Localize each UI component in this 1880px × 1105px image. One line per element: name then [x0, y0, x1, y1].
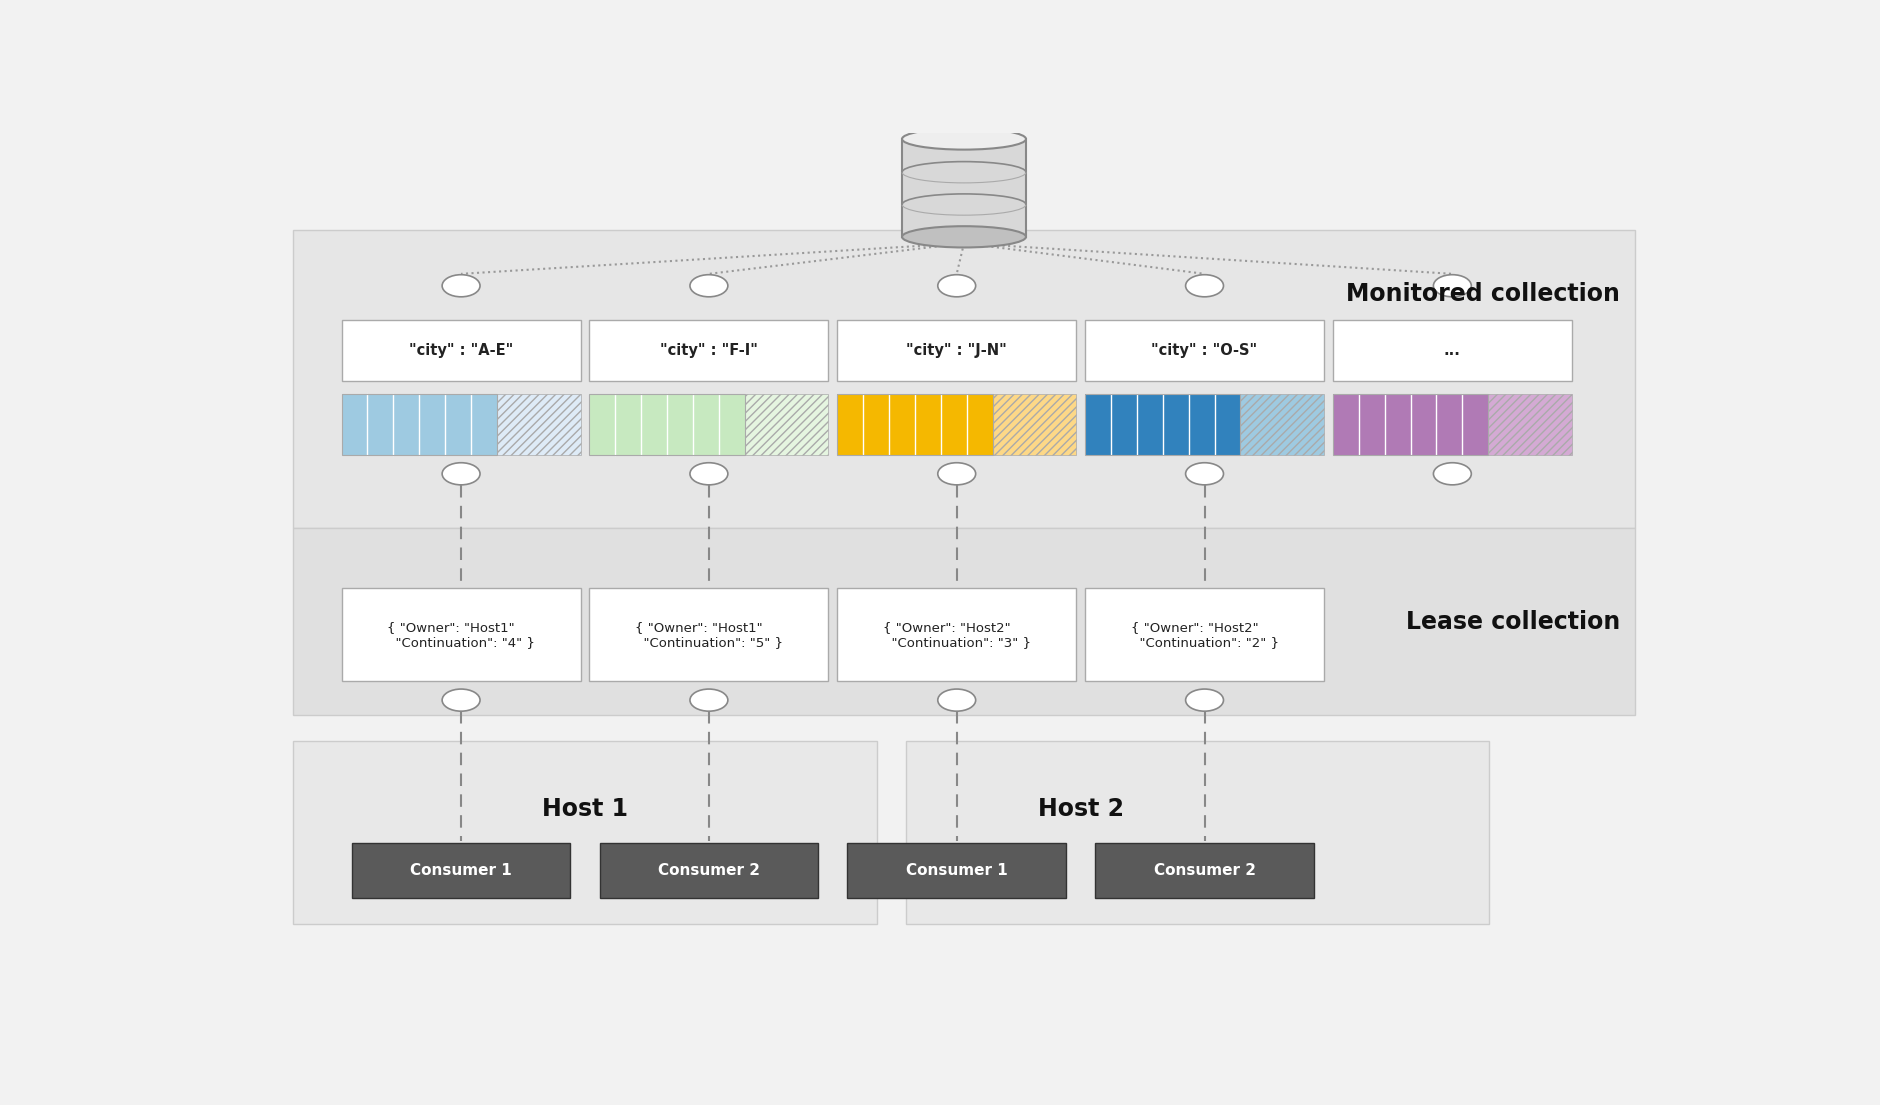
Ellipse shape — [902, 128, 1025, 149]
Circle shape — [442, 275, 479, 297]
Bar — [1487, 393, 1572, 455]
Text: "city" : "J-N": "city" : "J-N" — [906, 343, 1006, 358]
Bar — [600, 843, 818, 898]
Bar — [588, 588, 827, 682]
Text: { "Owner": "Host1"
  "Continuation": "4" }: { "Owner": "Host1" "Continuation": "4" } — [387, 621, 534, 649]
Circle shape — [1433, 275, 1470, 297]
Bar — [1085, 319, 1324, 381]
Bar — [837, 319, 1075, 381]
Bar — [342, 588, 581, 682]
Circle shape — [442, 690, 479, 712]
Text: ...: ... — [1444, 343, 1461, 358]
Bar — [837, 393, 993, 455]
Text: Consumer 1: Consumer 1 — [410, 863, 511, 878]
Circle shape — [1184, 275, 1222, 297]
Text: { "Owner": "Host2"
  "Continuation": "2" }: { "Owner": "Host2" "Continuation": "2" } — [1130, 621, 1278, 649]
Text: { "Owner": "Host1"
  "Continuation": "5" }: { "Owner": "Host1" "Continuation": "5" } — [635, 621, 782, 649]
Text: Consumer 2: Consumer 2 — [1152, 863, 1254, 878]
Circle shape — [1184, 690, 1222, 712]
Bar — [342, 393, 496, 455]
Text: Consumer 2: Consumer 2 — [658, 863, 760, 878]
Bar — [1085, 393, 1239, 455]
Bar — [846, 843, 1066, 898]
Bar — [1094, 843, 1314, 898]
Ellipse shape — [902, 227, 1025, 248]
Circle shape — [938, 690, 976, 712]
Bar — [1333, 393, 1487, 455]
Bar — [837, 393, 993, 455]
Bar — [588, 393, 744, 455]
Bar — [1333, 319, 1572, 381]
Bar — [342, 393, 496, 455]
Circle shape — [690, 275, 728, 297]
Bar — [496, 393, 581, 455]
Bar — [352, 843, 570, 898]
Circle shape — [442, 463, 479, 485]
Bar — [744, 393, 827, 455]
Text: Monitored collection: Monitored collection — [1346, 282, 1619, 306]
Text: "city" : "F-I": "city" : "F-I" — [660, 343, 758, 358]
Text: { "Owner": "Host2"
  "Continuation": "3" }: { "Owner": "Host2" "Continuation": "3" } — [882, 621, 1030, 649]
Bar — [588, 393, 744, 455]
Text: Lease collection: Lease collection — [1404, 610, 1619, 634]
Bar — [293, 231, 1634, 528]
Bar — [1239, 393, 1324, 455]
Text: Host 2: Host 2 — [1038, 797, 1122, 821]
Bar — [1333, 393, 1487, 455]
Circle shape — [1433, 463, 1470, 485]
Bar — [588, 319, 827, 381]
Bar — [1085, 588, 1324, 682]
Circle shape — [1184, 463, 1222, 485]
Bar — [837, 588, 1075, 682]
Circle shape — [690, 690, 728, 712]
Text: "city" : "A-E": "city" : "A-E" — [408, 343, 513, 358]
Text: Consumer 1: Consumer 1 — [906, 863, 1008, 878]
Bar — [293, 528, 1634, 715]
Bar — [1085, 393, 1239, 455]
Bar — [293, 741, 876, 924]
Circle shape — [938, 275, 976, 297]
Bar — [902, 139, 1025, 236]
Circle shape — [690, 463, 728, 485]
Text: Host 1: Host 1 — [541, 797, 628, 821]
Bar — [342, 319, 581, 381]
Bar — [906, 741, 1489, 924]
Text: "city" : "O-S": "city" : "O-S" — [1151, 343, 1258, 358]
Bar — [993, 393, 1075, 455]
Circle shape — [938, 463, 976, 485]
